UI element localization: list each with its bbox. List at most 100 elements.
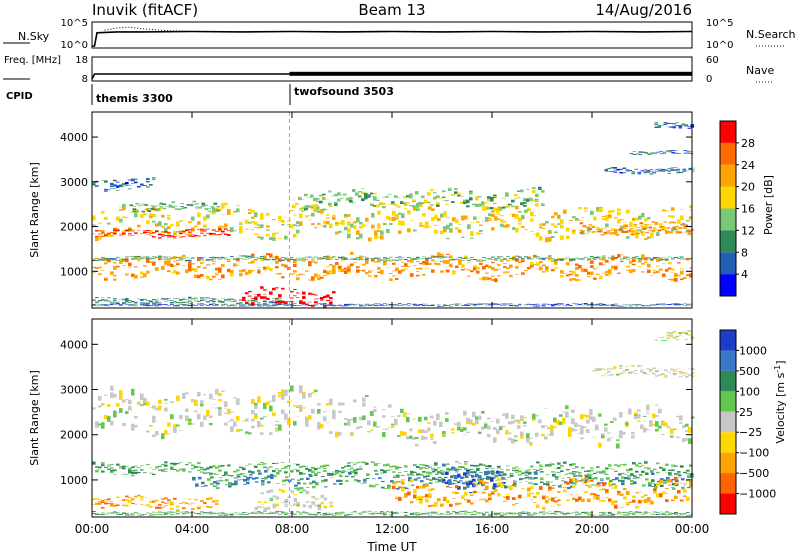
velocity-cell bbox=[101, 462, 105, 464]
power-cell bbox=[437, 252, 441, 257]
velocity-cell bbox=[98, 503, 102, 505]
power-cell bbox=[428, 263, 432, 265]
velocity-cell bbox=[251, 471, 255, 474]
power-cell bbox=[147, 210, 152, 211]
power-cell bbox=[245, 271, 249, 275]
velocity-cell bbox=[146, 512, 150, 514]
velocity-cell bbox=[272, 512, 276, 514]
power-cell bbox=[672, 221, 677, 224]
power-cell bbox=[658, 168, 663, 170]
velocity-cell bbox=[164, 512, 168, 514]
velocity-cell bbox=[200, 471, 204, 473]
power-cell bbox=[560, 258, 564, 259]
power-cell bbox=[466, 199, 470, 200]
power-cell bbox=[582, 225, 587, 227]
velocity-cell bbox=[320, 465, 324, 468]
velocity-cell bbox=[450, 475, 454, 479]
power-cell bbox=[490, 196, 494, 201]
power-cell bbox=[680, 256, 684, 258]
power-cell bbox=[431, 217, 435, 222]
power-cell bbox=[575, 273, 579, 277]
velocity-cell bbox=[507, 486, 511, 488]
velocity-cell bbox=[518, 494, 522, 499]
velocity-cell bbox=[663, 482, 667, 484]
power-cell bbox=[281, 219, 285, 223]
velocity-cell bbox=[594, 485, 598, 486]
velocity-cell bbox=[396, 481, 400, 482]
velocity-cell bbox=[534, 477, 538, 479]
velocity-cell bbox=[435, 473, 439, 475]
power-cell bbox=[320, 276, 324, 279]
velocity-cell bbox=[260, 506, 265, 508]
velocity-cell bbox=[416, 485, 420, 489]
power-cell bbox=[404, 259, 408, 260]
velocity-cell bbox=[536, 504, 540, 509]
power-cell bbox=[200, 229, 204, 231]
velocity-cell bbox=[167, 512, 171, 514]
power-cell bbox=[257, 302, 261, 304]
power-cell bbox=[188, 300, 192, 302]
power-cell bbox=[689, 209, 693, 211]
velocity-cell bbox=[143, 472, 147, 474]
velocity-cell bbox=[242, 513, 246, 515]
power-cell bbox=[500, 304, 504, 306]
power-cell bbox=[389, 217, 393, 221]
power-cell bbox=[434, 214, 438, 215]
power-cell bbox=[617, 306, 621, 307]
velocity-cell bbox=[382, 415, 386, 418]
velocity-cell bbox=[643, 415, 647, 417]
power-cell bbox=[209, 213, 213, 214]
velocity-cell bbox=[113, 511, 117, 513]
velocity-cell bbox=[632, 499, 636, 503]
velocity-cell bbox=[671, 466, 675, 467]
power-cell bbox=[158, 304, 162, 306]
power-cell bbox=[194, 300, 198, 302]
power-cell bbox=[302, 296, 306, 299]
power-cell bbox=[566, 305, 570, 306]
power-cell bbox=[128, 233, 132, 235]
power-cell bbox=[482, 266, 486, 270]
velocity-cell bbox=[92, 512, 96, 514]
power-cell bbox=[227, 305, 231, 307]
power-cell bbox=[488, 219, 492, 221]
velocity-cell bbox=[419, 464, 423, 466]
velocity-cell bbox=[463, 410, 467, 416]
power-cell bbox=[497, 257, 501, 258]
power-cell bbox=[144, 204, 149, 206]
velocity-cell bbox=[662, 467, 666, 469]
power-cell bbox=[212, 298, 216, 300]
power-cell bbox=[260, 236, 264, 240]
power-cell bbox=[200, 229, 204, 232]
velocity-cell bbox=[374, 463, 378, 464]
power-cell bbox=[251, 298, 255, 300]
power-cell bbox=[272, 257, 276, 258]
velocity-cell bbox=[269, 432, 273, 435]
power-cell bbox=[509, 214, 513, 216]
power-cell bbox=[686, 274, 690, 276]
power-cell bbox=[606, 230, 611, 232]
velocity-cell bbox=[455, 491, 459, 495]
power-cell bbox=[505, 194, 509, 197]
power-cell bbox=[212, 229, 216, 231]
power-cell bbox=[338, 222, 342, 225]
power-cell bbox=[284, 235, 288, 240]
power-cell bbox=[527, 257, 531, 259]
velocity-cell bbox=[176, 508, 180, 511]
velocity-cell bbox=[506, 494, 510, 495]
power-cell bbox=[101, 211, 105, 214]
power-cell bbox=[656, 271, 660, 273]
velocity-cell bbox=[339, 474, 343, 478]
power-cell bbox=[212, 211, 216, 215]
velocity-cell bbox=[444, 476, 448, 478]
power-cell bbox=[626, 269, 630, 271]
velocity-cell bbox=[420, 473, 424, 476]
velocity-cell bbox=[623, 488, 627, 491]
velocity-cell bbox=[594, 476, 598, 480]
power-cell bbox=[329, 264, 333, 266]
power-cell bbox=[98, 305, 102, 306]
power-cell bbox=[398, 305, 402, 306]
velocity-cell bbox=[404, 487, 408, 489]
velocity-cell bbox=[200, 469, 204, 470]
velocity-cell bbox=[236, 429, 240, 432]
velocity-cell bbox=[152, 514, 156, 516]
